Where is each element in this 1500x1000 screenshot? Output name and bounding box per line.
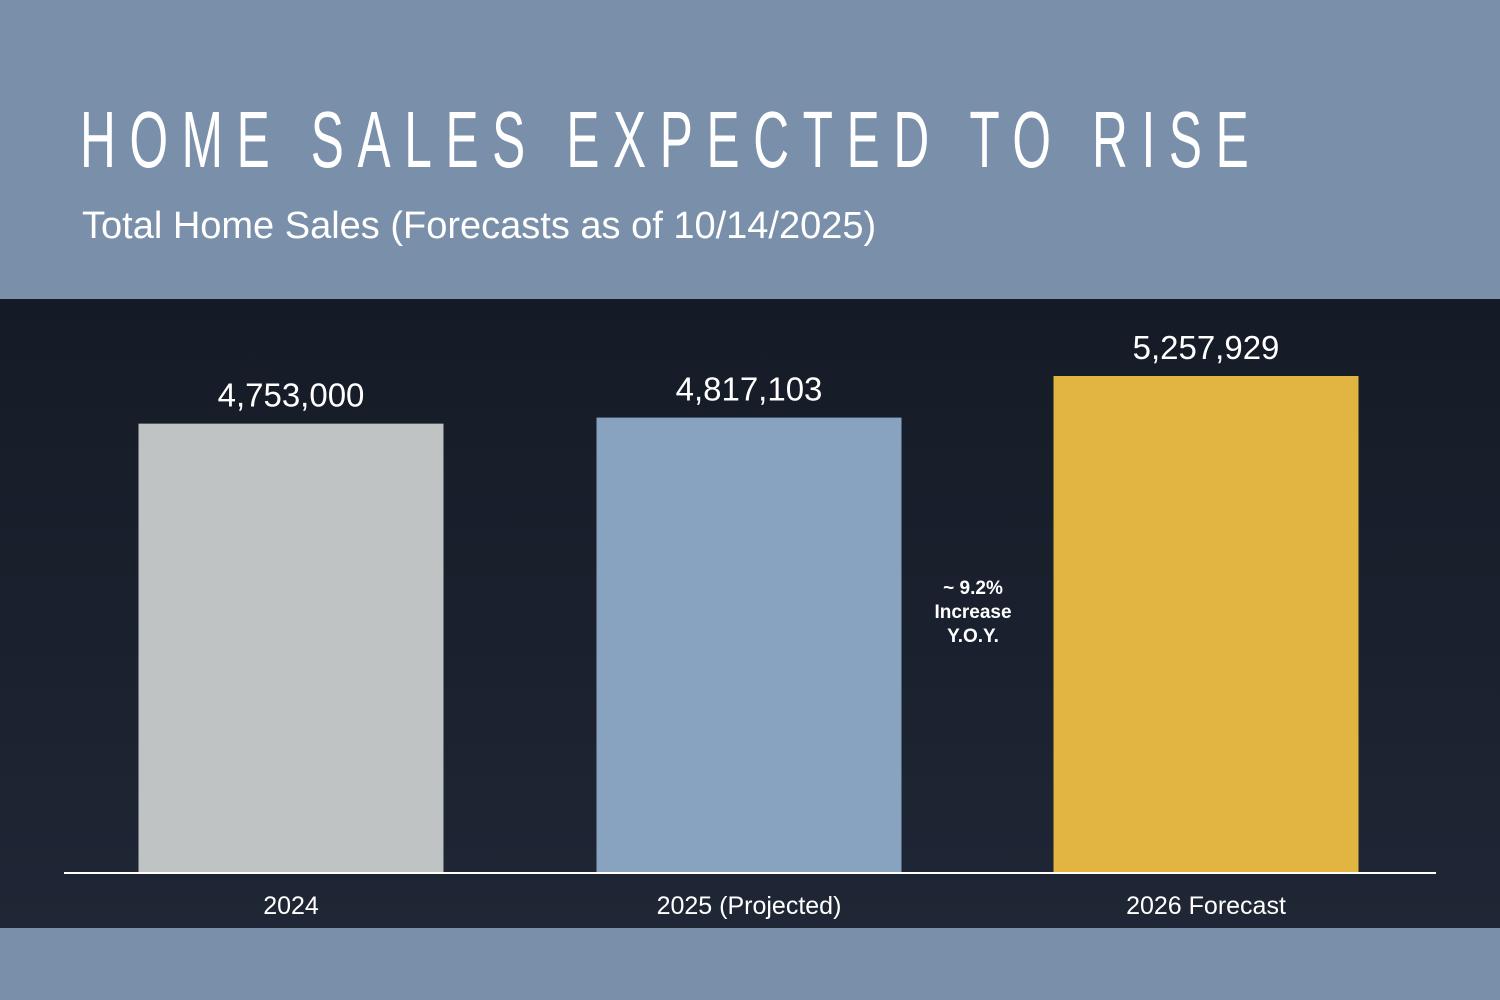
category-label: 2025 (Projected) xyxy=(657,892,842,920)
category-label: 2026 Forecast xyxy=(1126,892,1286,920)
annotation-line: Increase xyxy=(934,602,1012,623)
yoy-annotation: ~ 9.2% Increase Y.O.Y. xyxy=(918,577,1028,649)
bar-3 xyxy=(1053,376,1359,872)
value-label: 4,817,103 xyxy=(676,371,823,408)
value-label: 4,753,000 xyxy=(218,377,365,414)
page-subtitle: Total Home Sales (Forecasts as of 10/14/… xyxy=(82,205,877,247)
page-title: HOME SALES EXPECTED TO RISE xyxy=(80,95,1263,184)
bar-2 xyxy=(596,417,902,872)
bar-1 xyxy=(138,423,444,872)
category-label: 2024 xyxy=(263,892,319,920)
header: HOME SALES EXPECTED TO RISE Total Home S… xyxy=(0,0,1500,299)
annotation-line: Y.O.Y. xyxy=(947,626,999,647)
value-label: 5,257,929 xyxy=(1133,329,1280,366)
annotation-line: ~ 9.2% xyxy=(943,578,1003,599)
